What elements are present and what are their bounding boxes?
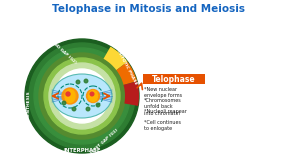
Circle shape [76, 80, 80, 84]
Circle shape [86, 107, 90, 111]
Wedge shape [124, 81, 139, 96]
FancyBboxPatch shape [143, 74, 205, 84]
Circle shape [49, 63, 115, 129]
Wedge shape [103, 47, 127, 70]
Circle shape [39, 53, 125, 139]
Circle shape [96, 103, 100, 107]
Circle shape [29, 43, 135, 149]
Text: Telophase: Telophase [152, 75, 196, 83]
Ellipse shape [88, 90, 98, 101]
Ellipse shape [52, 74, 112, 118]
Text: *Chromosomes
unfold back
into chromatin: *Chromosomes unfold back into chromatin [144, 98, 182, 116]
Circle shape [72, 107, 76, 111]
Text: Telophase in Mitosis and Meiosis: Telophase in Mitosis and Meiosis [52, 4, 244, 14]
Ellipse shape [86, 89, 100, 102]
Text: FIRST GAP (G1): FIRST GAP (G1) [89, 128, 118, 154]
Circle shape [66, 92, 70, 96]
Text: SYNTHESIS: SYNTHESIS [27, 90, 31, 118]
Wedge shape [124, 96, 139, 106]
Text: MITOTIC PHASE: MITOTIC PHASE [116, 50, 138, 86]
Circle shape [25, 39, 139, 153]
Text: *Nucleoli reapear: *Nucleoli reapear [144, 109, 187, 114]
Ellipse shape [62, 88, 78, 104]
Circle shape [84, 79, 88, 83]
Circle shape [62, 101, 66, 105]
Wedge shape [116, 62, 137, 85]
Text: *Cell continues
to enlogate: *Cell continues to enlogate [144, 120, 181, 131]
Ellipse shape [65, 89, 75, 102]
Circle shape [55, 69, 109, 123]
Circle shape [90, 92, 94, 96]
Circle shape [44, 58, 120, 134]
Text: INTERPHASE: INTERPHASE [63, 148, 101, 153]
Text: *New nuclear
envelope forms: *New nuclear envelope forms [144, 87, 182, 98]
Text: SECOND GAP (G2): SECOND GAP (G2) [43, 34, 77, 65]
Circle shape [34, 48, 130, 144]
